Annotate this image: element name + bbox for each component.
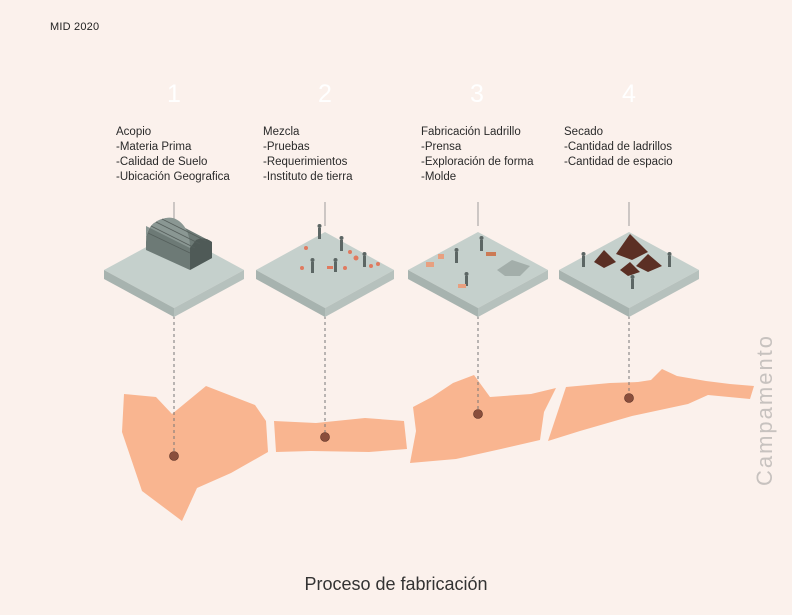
- header-tag: MID 2020: [50, 21, 100, 33]
- step-3-number: 3: [470, 80, 484, 108]
- marker-1: [169, 451, 179, 461]
- step-3-item-2: -Exploración de forma: [421, 156, 534, 168]
- connector-lines: [173, 316, 630, 455]
- step-1-title: Acopio: [116, 126, 152, 138]
- land-fragment-3: [410, 375, 556, 463]
- step-3-item-1: -Prensa: [421, 141, 462, 153]
- marker-4: [624, 393, 634, 403]
- leader-lines: [173, 202, 630, 226]
- platform-1: [104, 217, 244, 317]
- platform-4: [559, 232, 699, 317]
- step-4-item-2: -Cantidad de espacio: [564, 156, 673, 168]
- step-2-title: Mezcla: [263, 126, 300, 138]
- step-3-text: Fabricación Ladrillo -Prensa -Exploració…: [421, 125, 534, 185]
- markers: [169, 393, 634, 461]
- step-4-title: Secado: [564, 126, 604, 138]
- step-3-item-3: -Molde: [421, 171, 457, 183]
- step-1-item-3: -Ubicación Geografica: [116, 171, 230, 183]
- step-1-item-1: -Materia Prima: [116, 141, 192, 153]
- marker-2: [320, 432, 330, 442]
- side-label: Campamento: [752, 333, 777, 487]
- step-2-item-1: -Pruebas: [263, 141, 310, 153]
- step-2-item-2: -Requerimientos: [263, 156, 348, 168]
- step-1-item-2: -Calidad de Suelo: [116, 156, 208, 168]
- platform-2: [256, 224, 394, 317]
- land-fragment-2: [274, 418, 407, 452]
- page-title: Proceso de fabricación: [304, 574, 488, 594]
- platform-3: [408, 232, 548, 317]
- step-3-title: Fabricación Ladrillo: [421, 126, 521, 138]
- step-4-number: 4: [622, 80, 636, 108]
- press-icon: [426, 252, 496, 288]
- workers-icon: [310, 224, 367, 273]
- land-fragment-1: [122, 386, 268, 521]
- step-2-number: 2: [318, 80, 332, 108]
- dirt-pile-icon: [497, 260, 530, 276]
- marker-3: [473, 409, 483, 419]
- brick-piles-icon: [594, 234, 662, 276]
- workers-icon: [581, 252, 672, 289]
- step-2-text: Mezcla -Pruebas -Requerimientos -Institu…: [263, 125, 352, 185]
- land-map: [122, 369, 754, 521]
- warehouse-icon: [146, 217, 212, 270]
- step-1-number: 1: [167, 80, 181, 108]
- workers-icon: [454, 236, 484, 286]
- step-2-item-3: -Instituto de tierra: [263, 171, 353, 183]
- land-fragment-4: [548, 369, 754, 441]
- step-4-item-1: -Cantidad de ladrillos: [564, 141, 673, 153]
- brick-material-icon: [300, 246, 380, 270]
- step-1-text: Acopio -Materia Prima -Calidad de Suelo …: [116, 125, 230, 185]
- step-4-text: Secado -Cantidad de ladrillos -Cantidad …: [564, 125, 673, 170]
